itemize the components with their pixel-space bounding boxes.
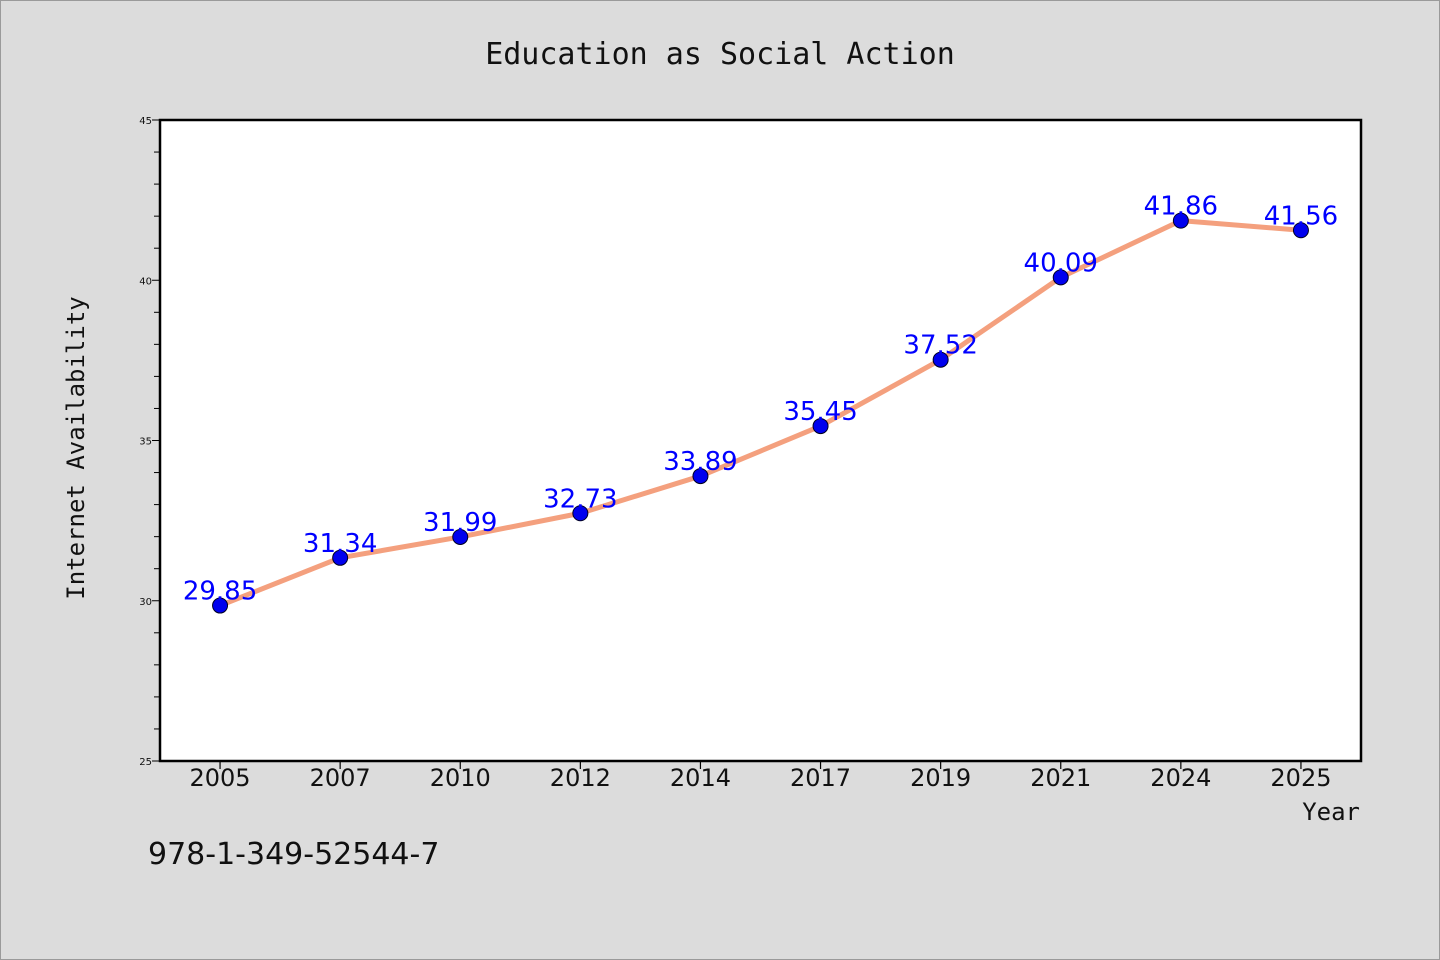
data-label: 32.73	[543, 484, 617, 514]
series-line	[217, 218, 1304, 609]
data-point	[572, 505, 589, 522]
data-label: 37.52	[903, 331, 977, 361]
data-point	[812, 418, 829, 435]
data-point	[1172, 212, 1189, 229]
data-point	[332, 549, 349, 566]
data-point	[692, 468, 709, 485]
chart-title: Education as Social Action	[485, 37, 955, 72]
data-point	[452, 528, 469, 545]
x-tick-label: 2012	[550, 764, 611, 792]
data-labels: 29.85 31.34 31.99 32.73 33.89 35.45 37.52 40.09…	[183, 192, 1338, 607]
isbn-text: 978-1-349-52544-7	[148, 837, 439, 872]
y-tick-label: 25	[139, 757, 152, 768]
y-tick-label: 40	[139, 276, 152, 287]
data-label: 33.89	[663, 447, 737, 477]
y-axis: 25 30 35 40 45	[139, 116, 160, 768]
data-label: 29.85	[183, 577, 257, 607]
x-tick-label: 2017	[790, 764, 851, 792]
y-tick-label: 35	[139, 437, 152, 448]
data-points	[212, 212, 1309, 614]
data-point	[1052, 269, 1069, 286]
data-point	[212, 597, 229, 614]
x-tick-label: 2014	[670, 764, 731, 792]
y-tick-label: 30	[139, 597, 152, 608]
x-axis-label: Year	[1302, 798, 1360, 826]
data-label: 35.45	[783, 397, 857, 427]
data-point	[932, 351, 949, 368]
data-label: 31.34	[303, 529, 377, 559]
data-point	[1292, 222, 1309, 239]
plot-area	[158, 118, 1363, 763]
y-tick-label: 45	[139, 116, 152, 127]
x-tick-label: 2025	[1270, 764, 1331, 792]
x-tick-label: 2005	[190, 764, 251, 792]
data-label: 41.56	[1264, 201, 1338, 231]
data-label: 40.09	[1024, 248, 1098, 278]
y-axis-label: Internet Availability	[62, 296, 90, 599]
data-label: 41.86	[1144, 192, 1218, 222]
x-tick-label: 2024	[1150, 764, 1211, 792]
x-axis: 2005 2007 2010 2012 2014 2017 2019 2021 2024 2025	[190, 761, 1331, 792]
x-tick-label: 2021	[1030, 764, 1091, 792]
data-label: 31.99	[423, 508, 497, 538]
x-tick-label: 2007	[310, 764, 371, 792]
x-tick-label: 2019	[910, 764, 971, 792]
x-tick-label: 2010	[430, 764, 491, 792]
